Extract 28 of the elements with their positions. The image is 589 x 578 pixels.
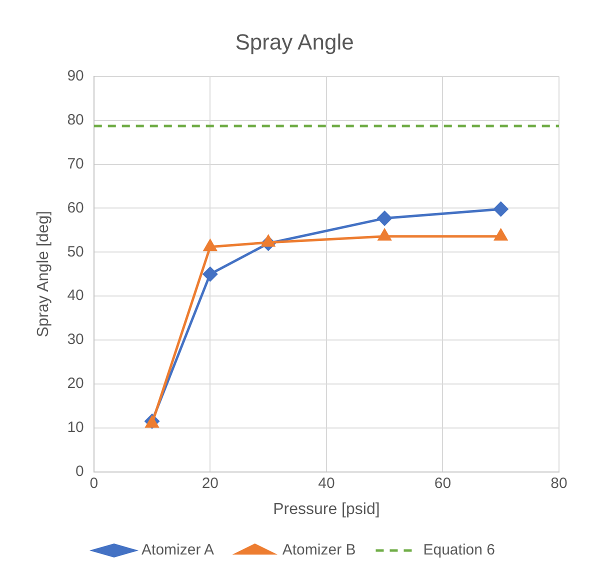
x-tick-label: 60	[434, 474, 452, 492]
point	[262, 235, 275, 247]
y-tick-label: 40	[67, 287, 84, 304]
x-tick-label: 0	[90, 474, 98, 492]
y-tick-label: 10	[67, 419, 84, 436]
point	[377, 211, 392, 226]
y-tick-label: 60	[67, 199, 84, 216]
legend-label: Atomizer A	[142, 542, 214, 559]
y-tick-label: 50	[67, 243, 84, 260]
y-tick-label: 80	[67, 111, 84, 128]
y-tick-label: 70	[67, 155, 84, 172]
y-tick-label: 0	[76, 462, 84, 480]
y-tick-label: 20	[67, 375, 84, 392]
x-tick-label: 80	[550, 474, 568, 492]
x-axis-title: Pressure [psid]	[273, 500, 380, 518]
legend-label: Equation 6	[423, 542, 495, 559]
point	[204, 240, 217, 252]
y-axis-title: Spray Angle [deg]	[35, 210, 52, 338]
legend-label: Atomizer B	[282, 542, 356, 559]
x-tick-label: 40	[318, 474, 335, 492]
point	[202, 266, 218, 282]
chart-title: Spray Angle	[235, 29, 354, 54]
point	[494, 202, 508, 216]
point	[378, 229, 392, 241]
y-tick-label: 30	[67, 331, 84, 348]
x-tick-label: 20	[202, 474, 219, 492]
y-tick-label: 90	[67, 68, 84, 85]
point	[494, 229, 508, 241]
